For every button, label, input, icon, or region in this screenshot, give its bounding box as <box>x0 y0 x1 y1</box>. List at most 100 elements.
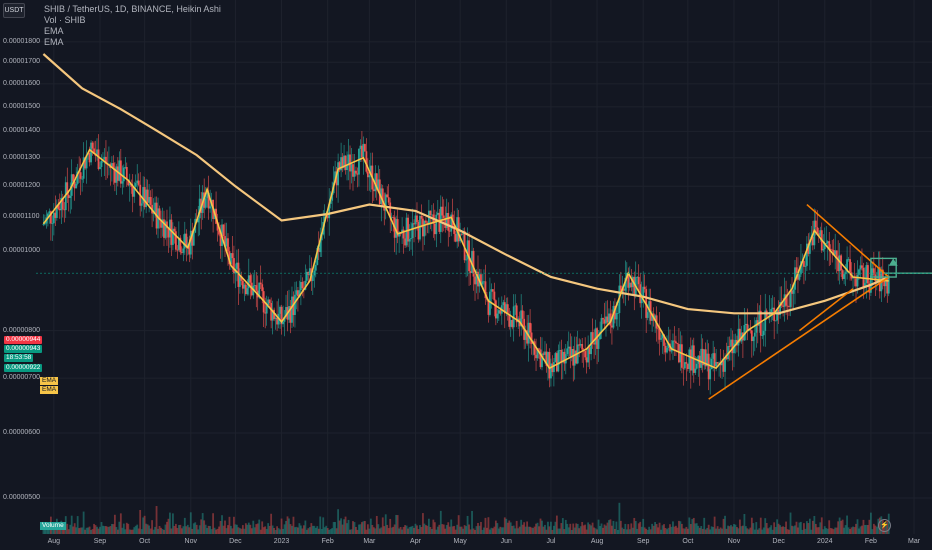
candle-body <box>294 294 296 315</box>
candle-body <box>180 252 183 253</box>
volume-bar <box>698 527 701 534</box>
volume-bar <box>384 514 387 534</box>
volume-bar <box>243 528 246 534</box>
volume-bar <box>752 523 755 534</box>
candle-body <box>375 173 378 190</box>
volume-tag: Volume <box>40 522 66 530</box>
candle-body <box>871 268 874 276</box>
candle-body <box>134 183 137 187</box>
candle-body <box>786 305 789 307</box>
candle-body <box>511 319 514 328</box>
candle-body <box>142 187 145 204</box>
volume-bar <box>817 527 820 534</box>
volume-bar <box>423 523 426 534</box>
volume-bar <box>411 525 414 534</box>
volume-bar <box>358 524 360 534</box>
candle-body <box>105 156 107 164</box>
symbol-button[interactable]: USDT <box>3 3 25 18</box>
volume-bar <box>294 527 296 534</box>
candle-body <box>539 349 542 368</box>
legend-ema-2[interactable]: EMA <box>44 37 64 47</box>
volume-bar <box>76 516 79 534</box>
candle-body <box>365 151 368 172</box>
candle-body <box>164 221 167 238</box>
lightning-icon[interactable]: ⚡ <box>878 519 891 532</box>
candle-body <box>420 215 423 219</box>
volume-bar <box>658 522 661 534</box>
volume-bar <box>526 521 529 534</box>
candle-body <box>542 353 545 355</box>
volume-bar <box>611 525 613 534</box>
candle-body <box>678 344 680 363</box>
candle-body <box>264 312 267 314</box>
volume-bar <box>486 527 488 534</box>
volume-bar <box>547 521 549 534</box>
candle-body <box>847 259 850 261</box>
candle-body <box>448 230 451 232</box>
volume-bar <box>640 526 643 534</box>
candle-body <box>774 320 777 322</box>
volume-bar <box>378 528 381 534</box>
volume-bar <box>733 524 735 534</box>
volume-bar <box>518 526 521 534</box>
volume-bar <box>227 525 229 534</box>
volume-bar <box>755 522 758 534</box>
volume-bar <box>302 525 305 534</box>
candle-body <box>715 362 718 367</box>
volume-bar <box>814 523 817 534</box>
chart-title[interactable]: SHIB / TetherUS, 1D, BINANCE, Heikin Ash… <box>44 4 221 14</box>
volume-bar <box>221 515 223 534</box>
candle-body <box>228 251 231 265</box>
legend-ema-1[interactable]: EMA <box>44 26 64 36</box>
candle-body <box>816 227 819 234</box>
time-label: Feb <box>864 538 877 545</box>
volume-bar <box>639 521 642 534</box>
volume-bar <box>377 524 380 534</box>
volume-bar <box>417 529 420 534</box>
candle-body <box>82 157 85 179</box>
candle-body <box>276 317 278 325</box>
candle-body <box>378 179 381 205</box>
volume-bar <box>463 525 466 534</box>
time-label: Jun <box>500 538 512 545</box>
candle-body <box>88 152 91 163</box>
volume-bar <box>430 528 433 534</box>
legend-volume[interactable]: Vol · SHIB <box>44 15 86 25</box>
volume-bar <box>58 528 61 534</box>
candle-body <box>746 323 749 331</box>
candle-body <box>835 250 838 257</box>
candle-body <box>548 352 551 379</box>
volume-bar <box>393 524 396 534</box>
volume-bar <box>450 519 453 534</box>
candle-body <box>243 284 246 289</box>
price-label: 0.00000600 <box>3 429 40 437</box>
volume-bar <box>427 518 430 534</box>
volume-bar <box>359 524 362 534</box>
candle-body <box>246 288 249 295</box>
candle-body <box>813 220 816 246</box>
price-label: 0.00001800 <box>3 37 40 45</box>
candle-body <box>719 363 722 366</box>
volume-bar <box>689 524 692 534</box>
volume-bar <box>683 528 686 534</box>
candle-body <box>591 332 594 343</box>
price-label: 0.00000500 <box>3 493 40 501</box>
candle-body <box>218 230 220 235</box>
candle-body <box>225 238 228 247</box>
target-arrow <box>888 258 898 266</box>
volume-bar <box>454 529 457 534</box>
volume-bar <box>700 525 703 534</box>
volume-bar <box>310 523 313 534</box>
candle-body <box>207 192 210 209</box>
candle-body <box>326 215 329 219</box>
volume-bar <box>797 527 799 534</box>
volume-bar <box>368 528 371 534</box>
volume-bar <box>634 521 637 534</box>
volume-bar <box>850 527 853 534</box>
candle-body <box>255 285 258 291</box>
volume-bar <box>825 528 828 534</box>
candle-body <box>73 181 76 189</box>
candle-body <box>660 338 662 340</box>
candle-body <box>636 276 639 278</box>
